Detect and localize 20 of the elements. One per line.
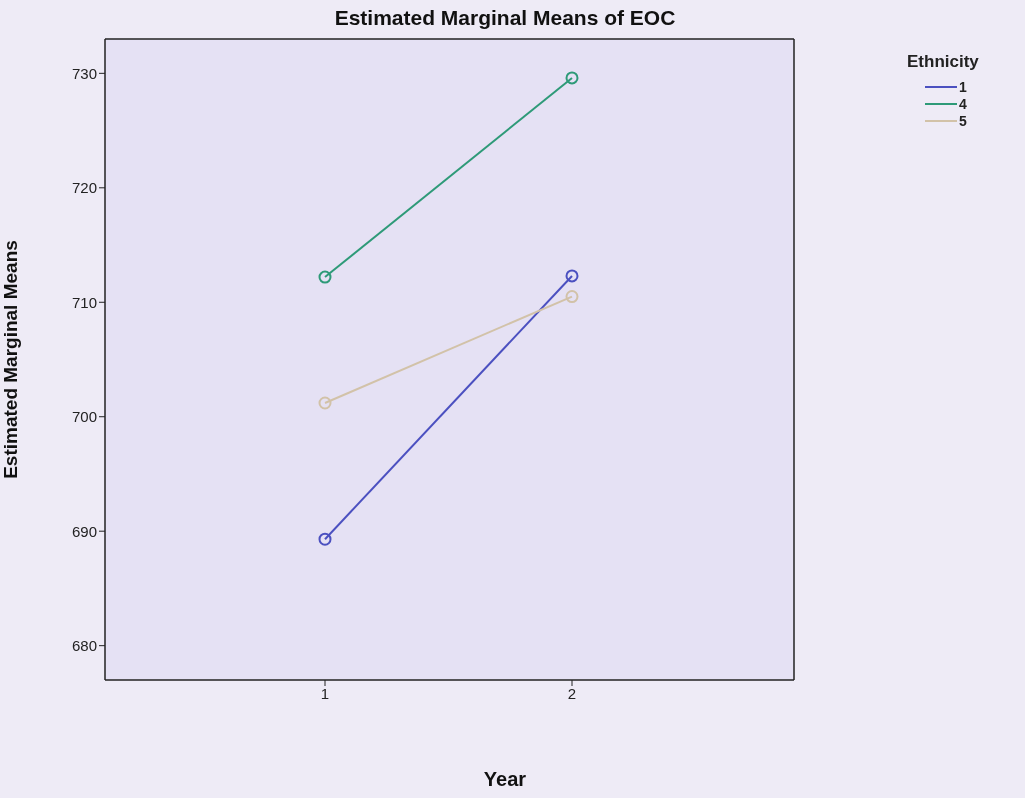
point [565,269,579,283]
y-tick-label: 700 [71,408,97,426]
x-axis-title: Year [482,768,528,791]
legend-title: Ethnicity [907,52,980,72]
y-tick-label: 730 [71,64,97,82]
y-tick-label: 690 [71,522,97,540]
y-tick-label: 680 [71,636,97,654]
legend-label: 4 [959,95,967,112]
y-axis-title: Estimated Marginal Means [0,240,21,479]
chart-title: Estimated Marginal Means of EOC [333,6,677,30]
point [318,270,332,284]
legend-label: 5 [959,112,967,129]
x-tick-label: 2 [567,684,577,702]
point [318,532,332,546]
y-tick-label: 720 [71,179,97,197]
point [565,71,579,85]
y-tick-label: 710 [71,293,97,311]
legend-label: 1 [959,78,967,95]
point [565,290,579,304]
point [318,396,332,410]
